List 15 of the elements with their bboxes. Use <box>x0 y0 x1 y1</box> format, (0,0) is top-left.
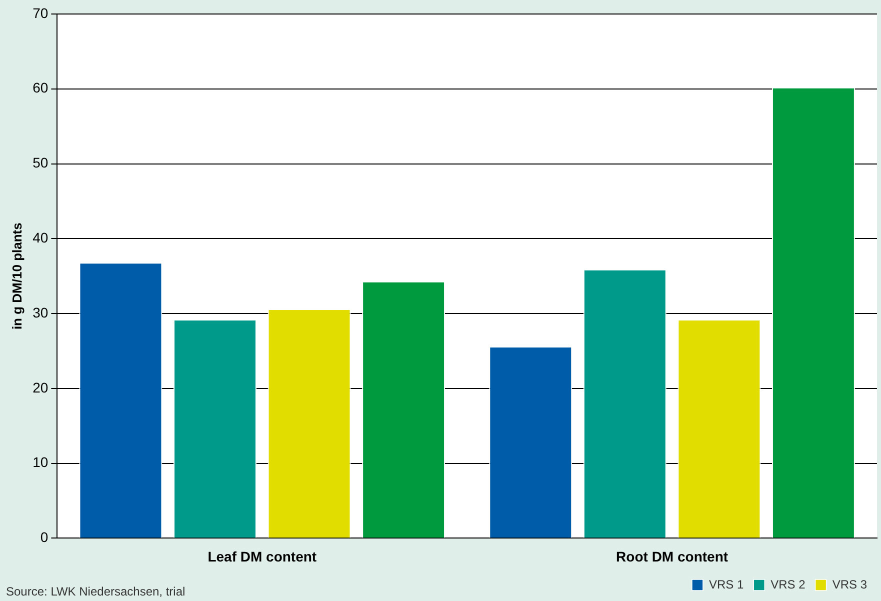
legend-label: VRS 3 <box>832 577 868 592</box>
legend-label: VRS 2 <box>770 577 806 592</box>
y-tick-label: 70 <box>32 4 48 21</box>
y-tick-label: 50 <box>32 154 48 171</box>
y-tick-label: 60 <box>32 80 48 96</box>
y-tick-label: 10 <box>32 454 48 470</box>
y-tick-label: 0 <box>40 529 48 546</box>
x-tick-label: Leaf DM content <box>208 548 317 564</box>
legend-label: VRS 1 <box>708 577 744 592</box>
source-note: Source: LWK Niedersachsen, trial <box>6 584 186 598</box>
y-tick-label: 30 <box>32 304 48 320</box>
y-tick-label: 20 <box>32 379 48 396</box>
y-axis-title: in g DM/10 plants <box>9 222 24 330</box>
y-tick-label: 40 <box>32 230 48 246</box>
x-tick-label: Root DM content <box>616 548 728 564</box>
